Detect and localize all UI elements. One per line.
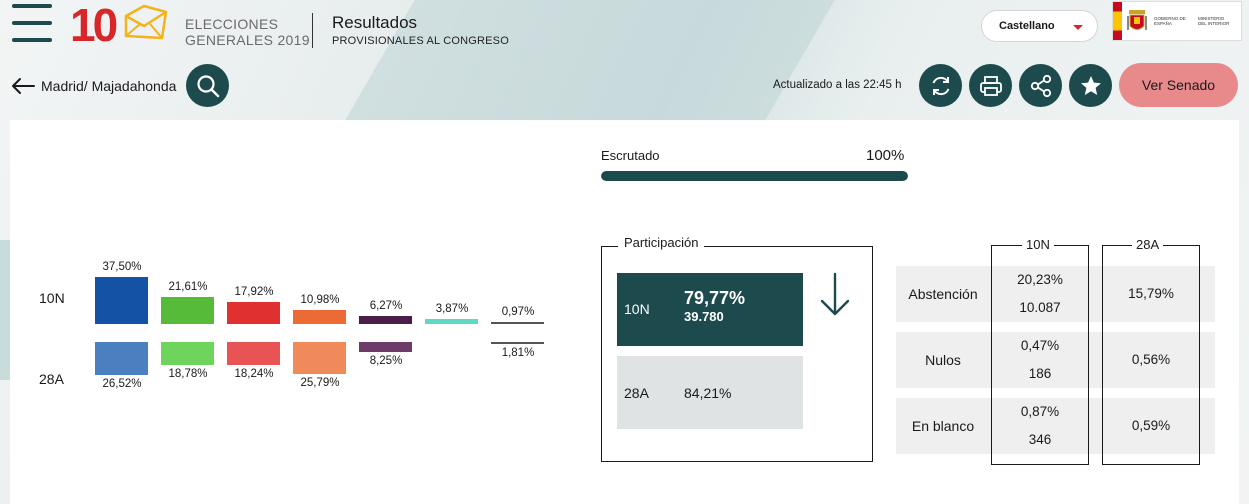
bar-10n[interactable] [227, 301, 280, 324]
back-link[interactable]: Madrid/ Majadahonda [10, 76, 176, 96]
flag-stripe [1113, 2, 1122, 40]
bar-label-10n: 3,87% [435, 303, 469, 316]
stat-10n-pct: 0,47% [1020, 338, 1060, 353]
arrow-down-icon [820, 272, 850, 316]
bar-28a[interactable] [293, 342, 346, 375]
refresh-icon [932, 76, 949, 95]
bar-28a[interactable] [227, 342, 280, 365]
language-select[interactable]: Castellano [981, 10, 1098, 42]
favorite-button[interactable] [1069, 64, 1112, 107]
share-icon [1030, 74, 1051, 97]
bar-10n[interactable] [95, 277, 148, 324]
bar-28a[interactable] [161, 342, 214, 366]
bar-10n[interactable] [359, 316, 412, 324]
gov-text-1: GOBIERNO DE ESPAÑA [1154, 16, 1186, 26]
column-header-28a: 28A [1132, 237, 1164, 252]
stat-label: Abstención [908, 286, 978, 302]
stat-10n-count: 10.087 [1019, 300, 1061, 315]
bar-label-10n: 10,98% [300, 294, 340, 307]
stat-10n-count: 346 [1028, 432, 1052, 447]
search-icon [196, 74, 219, 97]
stat-28a-pct: 0,59% [1131, 418, 1171, 433]
participation-current-label: 10N [624, 301, 650, 317]
escrutado-progress-fill [601, 171, 908, 181]
participation-previous-label: 28A [624, 385, 649, 401]
logo-number: 10 [70, 0, 118, 51]
bar-label-10n: 21,61% [168, 280, 208, 293]
bar-label-28a: 26,52% [102, 378, 142, 391]
refresh-button[interactable] [919, 64, 962, 107]
bar-label-28a: 8,25% [369, 355, 403, 368]
bar-10n[interactable] [293, 310, 346, 324]
column-header-10n: 10N [1022, 237, 1054, 252]
bar-28a[interactable] [95, 342, 148, 376]
participation-previous: 28A 84,21% [617, 356, 803, 429]
gov-text-2: MINISTERIO DEL INTERIOR [1198, 16, 1230, 26]
star-icon [1080, 75, 1101, 95]
stat-label: En blanco [911, 418, 975, 434]
stat-28a-pct: 15,79% [1128, 286, 1174, 301]
participation-current-pct: 79,77% [684, 288, 746, 308]
bar-label-10n: 37,50% [102, 261, 142, 274]
stat-row-blanco [896, 398, 1215, 454]
stat-label: Nulos [925, 352, 961, 368]
bar-label-10n: 0,97% [501, 306, 535, 318]
bar-10n[interactable] [161, 296, 214, 324]
search-button[interactable] [186, 64, 229, 107]
escrutado-label: Escrutado [601, 148, 660, 163]
stat-28a-pct: 0,56% [1131, 352, 1171, 367]
bar-label-28a: 1,81% [501, 347, 535, 359]
print-button[interactable] [969, 64, 1012, 107]
menu-icon[interactable] [12, 4, 52, 42]
logo-line2: GENERALES 2019 [185, 32, 310, 48]
bar-10n[interactable] [425, 319, 478, 324]
updated-time: Actualizado a las 22:45 h [773, 79, 902, 91]
bar-28a[interactable] [359, 342, 412, 353]
results-card: Escrutado 100% 10N 28A 37,50% 26,52% 21,61… [10, 120, 1239, 504]
language-value: Castellano [999, 20, 1055, 32]
bar-label-28a: 18,78% [168, 368, 208, 381]
participation-current: 10N 79,77% 39.780 [617, 273, 803, 346]
participation-box [601, 246, 873, 462]
participation-current-votes: 39.780 [684, 309, 724, 324]
chevron-down-icon [1073, 25, 1083, 30]
stat-10n-pct: 0,87% [1020, 404, 1060, 419]
row-label-28a: 28A [39, 371, 64, 387]
coat-of-arms-icon [1127, 10, 1147, 30]
escrutado-progress [601, 171, 908, 181]
escrutado-value: 100% [866, 147, 905, 164]
bar-10n[interactable] [491, 322, 544, 324]
divider [312, 13, 313, 48]
participation-previous-pct: 84,21% [684, 385, 732, 401]
bar-label-10n: 17,92% [234, 285, 274, 298]
bar-label-28a: 25,79% [300, 377, 340, 390]
print-icon [979, 75, 1002, 96]
logo-line1: ELECCIONES [185, 16, 279, 32]
page-subtitle: PROVISIONALES AL CONGRESO [332, 35, 509, 47]
arrow-left-icon [12, 78, 35, 94]
bar-label-10n: 6,27% [369, 300, 403, 313]
envelope-icon [124, 4, 168, 40]
logo-text: ELECCIONES GENERALES 2019 [185, 16, 310, 48]
breadcrumb: Madrid/ Majadahonda [41, 78, 177, 94]
stat-10n-pct: 20,23% [1017, 272, 1063, 287]
government-logo: GOBIERNO DE ESPAÑA MINISTERIO DEL INTERI… [1112, 1, 1242, 41]
page-title: Resultados [332, 13, 418, 32]
bar-label-28a: 18,24% [234, 367, 274, 380]
share-button[interactable] [1019, 64, 1062, 107]
participation-title: Participación [618, 235, 705, 250]
row-label-10n: 10N [39, 290, 65, 306]
stat-row-abstencion [896, 266, 1215, 322]
view-senate-button[interactable]: Ver Senado [1119, 63, 1238, 107]
stat-10n-count: 186 [1028, 366, 1052, 381]
stat-row-nulos [896, 332, 1215, 388]
bar-28a[interactable] [491, 342, 544, 344]
